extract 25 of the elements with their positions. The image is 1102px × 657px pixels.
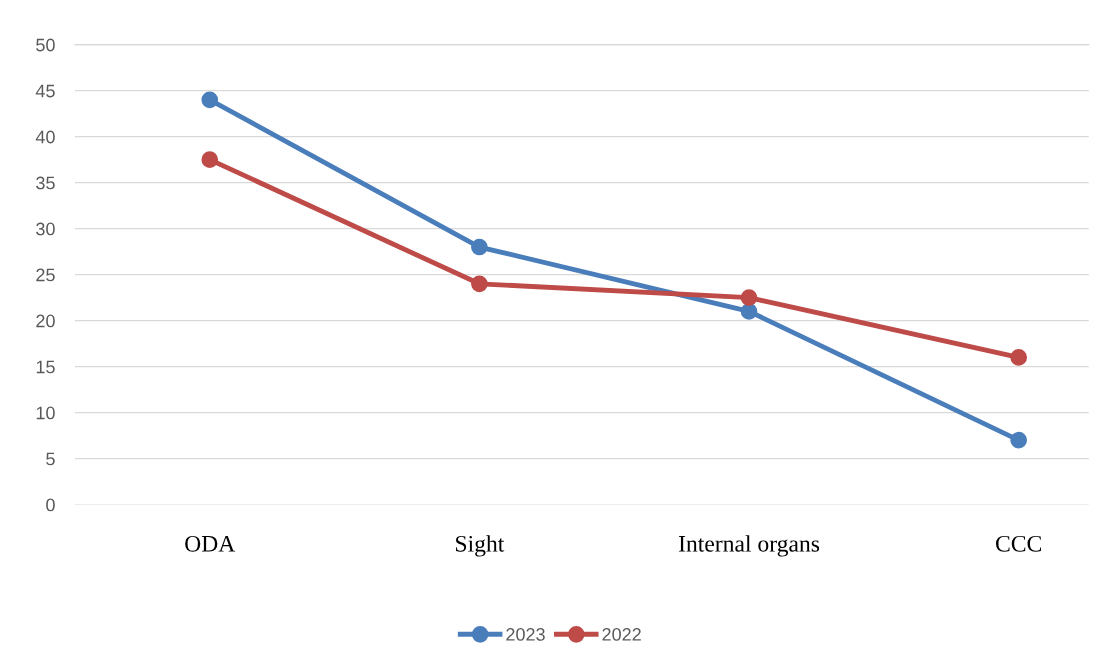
x-tick-label: Internal organs	[678, 535, 820, 557]
y-tick-label: 40	[35, 130, 55, 144]
y-tick-label: 5	[46, 452, 55, 466]
y-tick-label: 30	[36, 222, 55, 236]
y-tick-label: 25	[36, 268, 55, 282]
x-tick-label: ODA	[185, 535, 236, 552]
y-tick-label: 20	[36, 314, 55, 328]
x-tick-label: CCC	[996, 535, 1041, 552]
y-tick-label: 45	[35, 84, 55, 98]
point	[1010, 349, 1028, 366]
point	[740, 303, 758, 320]
y-tick-label: 15	[36, 360, 55, 374]
legend-label: 2022	[602, 628, 641, 641]
point	[1010, 431, 1028, 449]
point	[471, 238, 488, 256]
point	[471, 275, 488, 293]
legend-label: 2023	[506, 628, 545, 641]
y-tick-label: 10	[36, 406, 55, 420]
point	[740, 289, 758, 306]
y-tick-label: 50	[36, 38, 55, 52]
point	[201, 91, 219, 109]
y-tick-label: 35	[36, 176, 55, 190]
x-tick-label: Sight	[456, 535, 505, 557]
y-tick-label: 0	[46, 498, 55, 512]
point	[201, 151, 219, 168]
